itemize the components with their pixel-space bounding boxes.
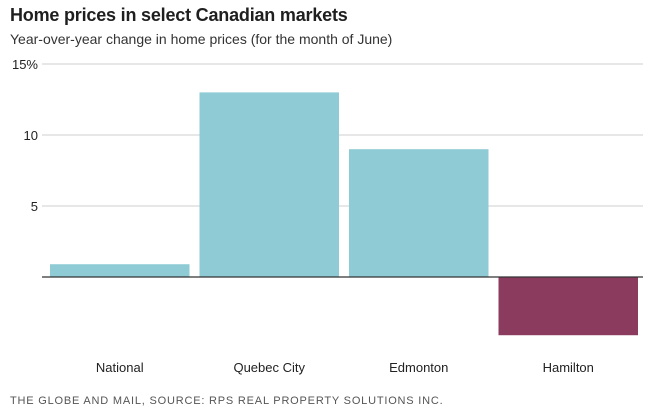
bar-edmonton xyxy=(349,149,489,277)
chart-subtitle: Year-over-year change in home prices (fo… xyxy=(10,31,393,47)
category-label-quebec-city: Quebec City xyxy=(233,360,305,375)
chart-title: Home prices in select Canadian markets xyxy=(10,5,348,25)
y-tick-label-10: 10 xyxy=(24,128,38,143)
gridlines xyxy=(42,63,643,207)
bars xyxy=(50,92,638,336)
bar-hamilton xyxy=(498,277,638,336)
category-labels: National Quebec City Edmonton Hamilton xyxy=(96,360,594,375)
bar-quebec-city xyxy=(199,92,339,278)
y-tick-label-15: 15% xyxy=(12,57,38,72)
bar-national xyxy=(50,264,190,277)
category-label-hamilton: Hamilton xyxy=(543,360,594,375)
axes: 15% 10 5 xyxy=(12,57,643,278)
category-label-national: National xyxy=(96,360,144,375)
source-credit: THE GLOBE AND MAIL, SOURCE: RPS REAL PRO… xyxy=(10,395,444,407)
y-tick-label-5: 5 xyxy=(31,199,38,214)
category-label-edmonton: Edmonton xyxy=(389,360,448,375)
